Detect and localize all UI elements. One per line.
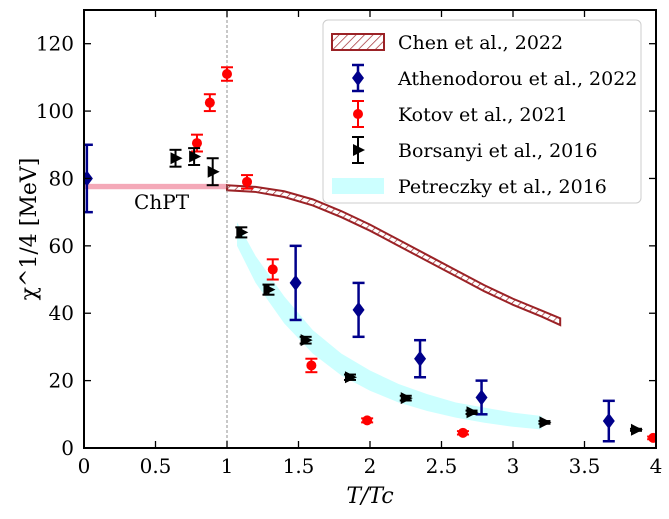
legend-swatch-petreczky bbox=[332, 178, 384, 194]
legend-entry: Chen et al., 2022 bbox=[331, 32, 563, 54]
legend-swatch-chen bbox=[331, 33, 385, 51]
x-tick-label: 2.5 bbox=[426, 454, 458, 478]
borsanyi-point bbox=[629, 423, 643, 436]
kotov-point bbox=[305, 357, 318, 374]
borsanyi-marker bbox=[344, 371, 357, 384]
athenodorou-marker bbox=[475, 389, 488, 406]
athenodorou-point bbox=[289, 244, 302, 322]
athenodorou-marker bbox=[289, 274, 302, 291]
x-tick-label: 2 bbox=[364, 454, 377, 478]
kotov-marker bbox=[648, 432, 656, 443]
points-layer bbox=[84, 66, 656, 443]
legend-entry: Borsanyi et al., 2016 bbox=[352, 136, 597, 164]
x-axis-title: T/Tc bbox=[346, 484, 393, 509]
borsanyi-point bbox=[343, 371, 357, 384]
borsanyi-marker bbox=[400, 392, 413, 405]
athenodorou-point bbox=[352, 281, 365, 339]
y-tick-label: 100 bbox=[36, 99, 74, 123]
kotov-point bbox=[241, 174, 254, 190]
borsanyi-point bbox=[169, 148, 183, 168]
x-tick-label: 1.5 bbox=[283, 454, 315, 478]
borsanyi-point bbox=[262, 283, 276, 296]
borsanyi-point bbox=[235, 226, 249, 239]
borsanyi-marker bbox=[466, 406, 479, 419]
y-tick-label: 0 bbox=[61, 436, 74, 460]
legend-label: Petreczky et al., 2016 bbox=[398, 176, 607, 198]
kotov-point bbox=[221, 66, 233, 82]
legend-marker bbox=[353, 109, 363, 119]
kotov-marker bbox=[191, 138, 202, 149]
band-layer bbox=[84, 183, 562, 430]
athenodorou-point bbox=[475, 379, 488, 416]
athenodorou-point bbox=[414, 338, 427, 379]
x-tick-label: 0 bbox=[78, 454, 91, 478]
x-tick-label: 0.5 bbox=[140, 454, 172, 478]
kotov-marker bbox=[457, 427, 468, 438]
legend-entry: Kotov et al., 2021 bbox=[352, 100, 568, 128]
legend: Chen et al., 2022 Athenodorou et al., 202… bbox=[322, 19, 642, 204]
borsanyi-point bbox=[399, 392, 413, 405]
kotov-point bbox=[647, 432, 656, 443]
borsanyi-marker bbox=[207, 165, 220, 178]
kotov-marker bbox=[362, 415, 373, 426]
athenodorou-marker bbox=[414, 350, 427, 367]
athenodorou-point bbox=[602, 399, 615, 443]
chpt-band bbox=[84, 183, 227, 190]
legend-marker bbox=[353, 144, 365, 156]
kotov-marker bbox=[306, 360, 317, 371]
borsanyi-marker bbox=[170, 152, 183, 165]
chen-band bbox=[226, 184, 562, 327]
kotov-point bbox=[190, 133, 203, 153]
x-tick-label: 1 bbox=[221, 454, 234, 478]
kotov-marker bbox=[222, 69, 232, 80]
borsanyi-point bbox=[299, 334, 313, 347]
y-axis-title: χ^1/4 [MeV] bbox=[17, 158, 42, 301]
y-tick-label: 40 bbox=[49, 301, 74, 325]
legend-label: Chen et al., 2022 bbox=[398, 32, 563, 54]
x-tick-label: 3 bbox=[507, 454, 520, 478]
y-tick-label: 20 bbox=[49, 369, 74, 393]
athenodorou-marker bbox=[602, 413, 615, 430]
legend-entry: Athenodorou et al., 2022 bbox=[352, 63, 637, 93]
y-tick-label: 60 bbox=[49, 234, 74, 258]
borsanyi-marker bbox=[263, 283, 276, 296]
legend-entry: Petreczky et al., 2016 bbox=[332, 176, 607, 198]
chpt-annotation: ChPT bbox=[134, 190, 190, 214]
borsanyi-marker bbox=[189, 150, 202, 163]
borsanyi-marker bbox=[539, 416, 552, 429]
borsanyi-marker bbox=[236, 226, 249, 239]
borsanyi-point bbox=[188, 147, 202, 166]
legend-marker bbox=[352, 70, 364, 86]
borsanyi-point bbox=[538, 416, 552, 429]
kotov-point bbox=[361, 415, 374, 426]
borsanyi-marker bbox=[630, 423, 643, 436]
legend-label: Borsanyi et al., 2016 bbox=[398, 140, 597, 162]
y-tick-label: 80 bbox=[49, 166, 74, 190]
kotov-marker bbox=[242, 176, 253, 187]
x-tick-label: 4 bbox=[650, 454, 663, 478]
kotov-point bbox=[203, 93, 216, 113]
kotov-point bbox=[266, 258, 279, 281]
kotov-marker bbox=[267, 264, 278, 275]
petreczky-band bbox=[237, 222, 542, 430]
borsanyi-marker bbox=[300, 334, 313, 347]
athenodorou-marker bbox=[352, 301, 365, 318]
y-tick-label: 120 bbox=[36, 32, 74, 56]
axes-layer: 0 0.5 1 1.5 2 2.5 3 3.5 4020406080100120T/Tcχ^1/… bbox=[17, 9, 663, 509]
borsanyi-point bbox=[465, 406, 479, 419]
kotov-point bbox=[456, 427, 469, 438]
legend-label: Kotov et al., 2021 bbox=[398, 104, 568, 126]
x-tick-label: 3.5 bbox=[569, 454, 601, 478]
kotov-marker bbox=[204, 97, 215, 108]
legend-label: Athenodorou et al., 2022 bbox=[397, 68, 637, 90]
legend-box bbox=[322, 19, 642, 204]
borsanyi-point bbox=[206, 157, 220, 187]
